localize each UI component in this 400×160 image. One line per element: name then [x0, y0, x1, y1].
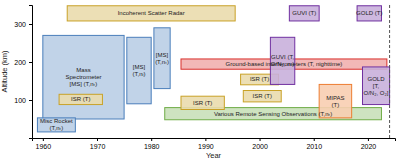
x-tick-label: 2000 [252, 143, 268, 150]
range-box [154, 28, 170, 89]
box-label-line: ISR (T) [250, 76, 269, 82]
box-label: GUVI (T,O/N₂, nₜ) [271, 54, 295, 67]
box-label-line: GOLD (T) [356, 10, 382, 16]
x-tick-label: 1990 [198, 143, 214, 150]
chart: Ground-based interferometers (T, nightti… [0, 0, 400, 160]
box-label-line: MIPAS [326, 94, 344, 100]
x-tick-mark [368, 138, 369, 141]
x-tick-label: 1960 [36, 143, 52, 150]
y-tick-label: 300 [14, 21, 26, 28]
box-label-line: [MS] [156, 51, 169, 57]
range-box [289, 6, 319, 21]
box-label: Ground-based interferometers (T, nightti… [226, 61, 343, 67]
x-tick-mark [151, 138, 152, 141]
x-tick-label: 1980 [144, 143, 160, 150]
box-label-line: GUVI (T) [292, 10, 316, 16]
box-label: [MS](T,nᵢ) [133, 64, 146, 77]
marks [37, 5, 389, 138]
box-label: ISR (T) [253, 93, 272, 99]
y-tick-mark [29, 62, 32, 63]
box-label-line: Incoherent Scatter Radar [118, 10, 185, 16]
x-axis-title: Year [206, 151, 222, 160]
box-label: Incoherent Scatter Radar [118, 10, 185, 16]
range-box [270, 37, 294, 84]
x-tick-mark [205, 138, 206, 141]
x-tick-label: 2010 [306, 143, 322, 150]
box-label: ISR (T) [250, 76, 269, 82]
box-label-line: Misc Rocket [40, 118, 73, 124]
range-box [67, 6, 235, 21]
labels: Ground-based interferometers (T, nightti… [40, 10, 389, 131]
box-label-line: (T) [332, 101, 340, 107]
x-tick-label: 1970 [90, 143, 106, 150]
box-label: MIPAS(T) [326, 94, 344, 107]
x-tick-mark [97, 138, 98, 141]
x-tick: 2010 [306, 138, 322, 150]
range-box [127, 37, 151, 104]
box-label-line: ISR (T) [193, 99, 212, 105]
y-axis: 100 200 300 [14, 6, 32, 139]
y-tick: 200 [14, 59, 32, 66]
y-axis-title: Altitude (km) [0, 50, 9, 93]
x-tick: 1980 [144, 138, 160, 150]
x-tick: 2000 [252, 138, 268, 150]
box-label: Misc Rocket(T,nₜ) [40, 118, 73, 131]
box-label-line: GUVI (T, [271, 54, 294, 60]
y-tick-label: 100 [14, 97, 26, 104]
x-tick-mark [260, 138, 261, 141]
box-label-line: [MS] (T,nₜ) [70, 81, 98, 87]
x-axis: 1960 1970 1980 1990 2000 2010 2020 [33, 138, 396, 150]
box-label-line: GOLD [368, 76, 386, 82]
y-tick-label: 200 [14, 59, 26, 66]
box-label: ISR (T) [71, 96, 90, 102]
y-tick-mark [29, 24, 32, 25]
range-box [37, 118, 75, 132]
box-label-line: [T, [373, 82, 380, 88]
box-label-line: (T,nᵢ) [133, 71, 146, 77]
box-label-line: (T,nₜ) [49, 125, 63, 131]
x-tick: 2020 [361, 138, 377, 150]
box-label: [MS](T,nₜ) [155, 51, 169, 64]
y-tick: 300 [14, 21, 32, 28]
box-label: MassSpectrometer[MS] (T,nₜ) [65, 67, 101, 87]
x-tick: 1990 [198, 138, 214, 150]
plot: Ground-based interferometers (T, nightti… [14, 5, 395, 150]
range-box [59, 94, 102, 104]
box-label: Various Remote Sensing Observations (T,n… [214, 110, 332, 116]
range-box [181, 96, 224, 109]
box-label-line: Various Remote Sensing Observations (T,n… [214, 110, 332, 116]
y-tick-mark [29, 100, 32, 101]
x-tick: 1960 [36, 138, 52, 150]
x-tick-mark [43, 138, 44, 141]
y-axis-line [29, 6, 33, 139]
reference-line [389, 5, 390, 138]
range-box [243, 91, 281, 102]
box-label-line: [MS] [133, 64, 146, 70]
box-label: GOLD (T) [356, 10, 382, 16]
box-label-line: ISR (T) [71, 96, 90, 102]
range-box [43, 35, 124, 119]
box-label-line: Spectrometer [65, 74, 101, 80]
box-label-line: O/N₂, O₂] [364, 89, 389, 95]
box-label-line: Mass [76, 67, 90, 73]
box-label-line: ISR (T) [253, 93, 272, 99]
x-tick-mark [314, 138, 315, 141]
range-box [362, 67, 389, 105]
range-box [357, 6, 381, 21]
box-label-line: O/N₂, nₜ) [271, 61, 294, 67]
y-tick: 100 [14, 97, 32, 104]
x-tick-label: 2020 [361, 143, 377, 150]
box-label: GOLD[T,O/N₂, O₂] [364, 76, 389, 96]
x-axis-line [33, 139, 396, 142]
box-label: ISR (T) [193, 99, 212, 105]
x-tick: 1970 [90, 138, 106, 150]
box-label-line: (T,nₜ) [155, 58, 169, 64]
box-label: GUVI (T) [292, 10, 316, 16]
box-label-line: Ground-based interferometers (T, nightti… [226, 61, 343, 67]
